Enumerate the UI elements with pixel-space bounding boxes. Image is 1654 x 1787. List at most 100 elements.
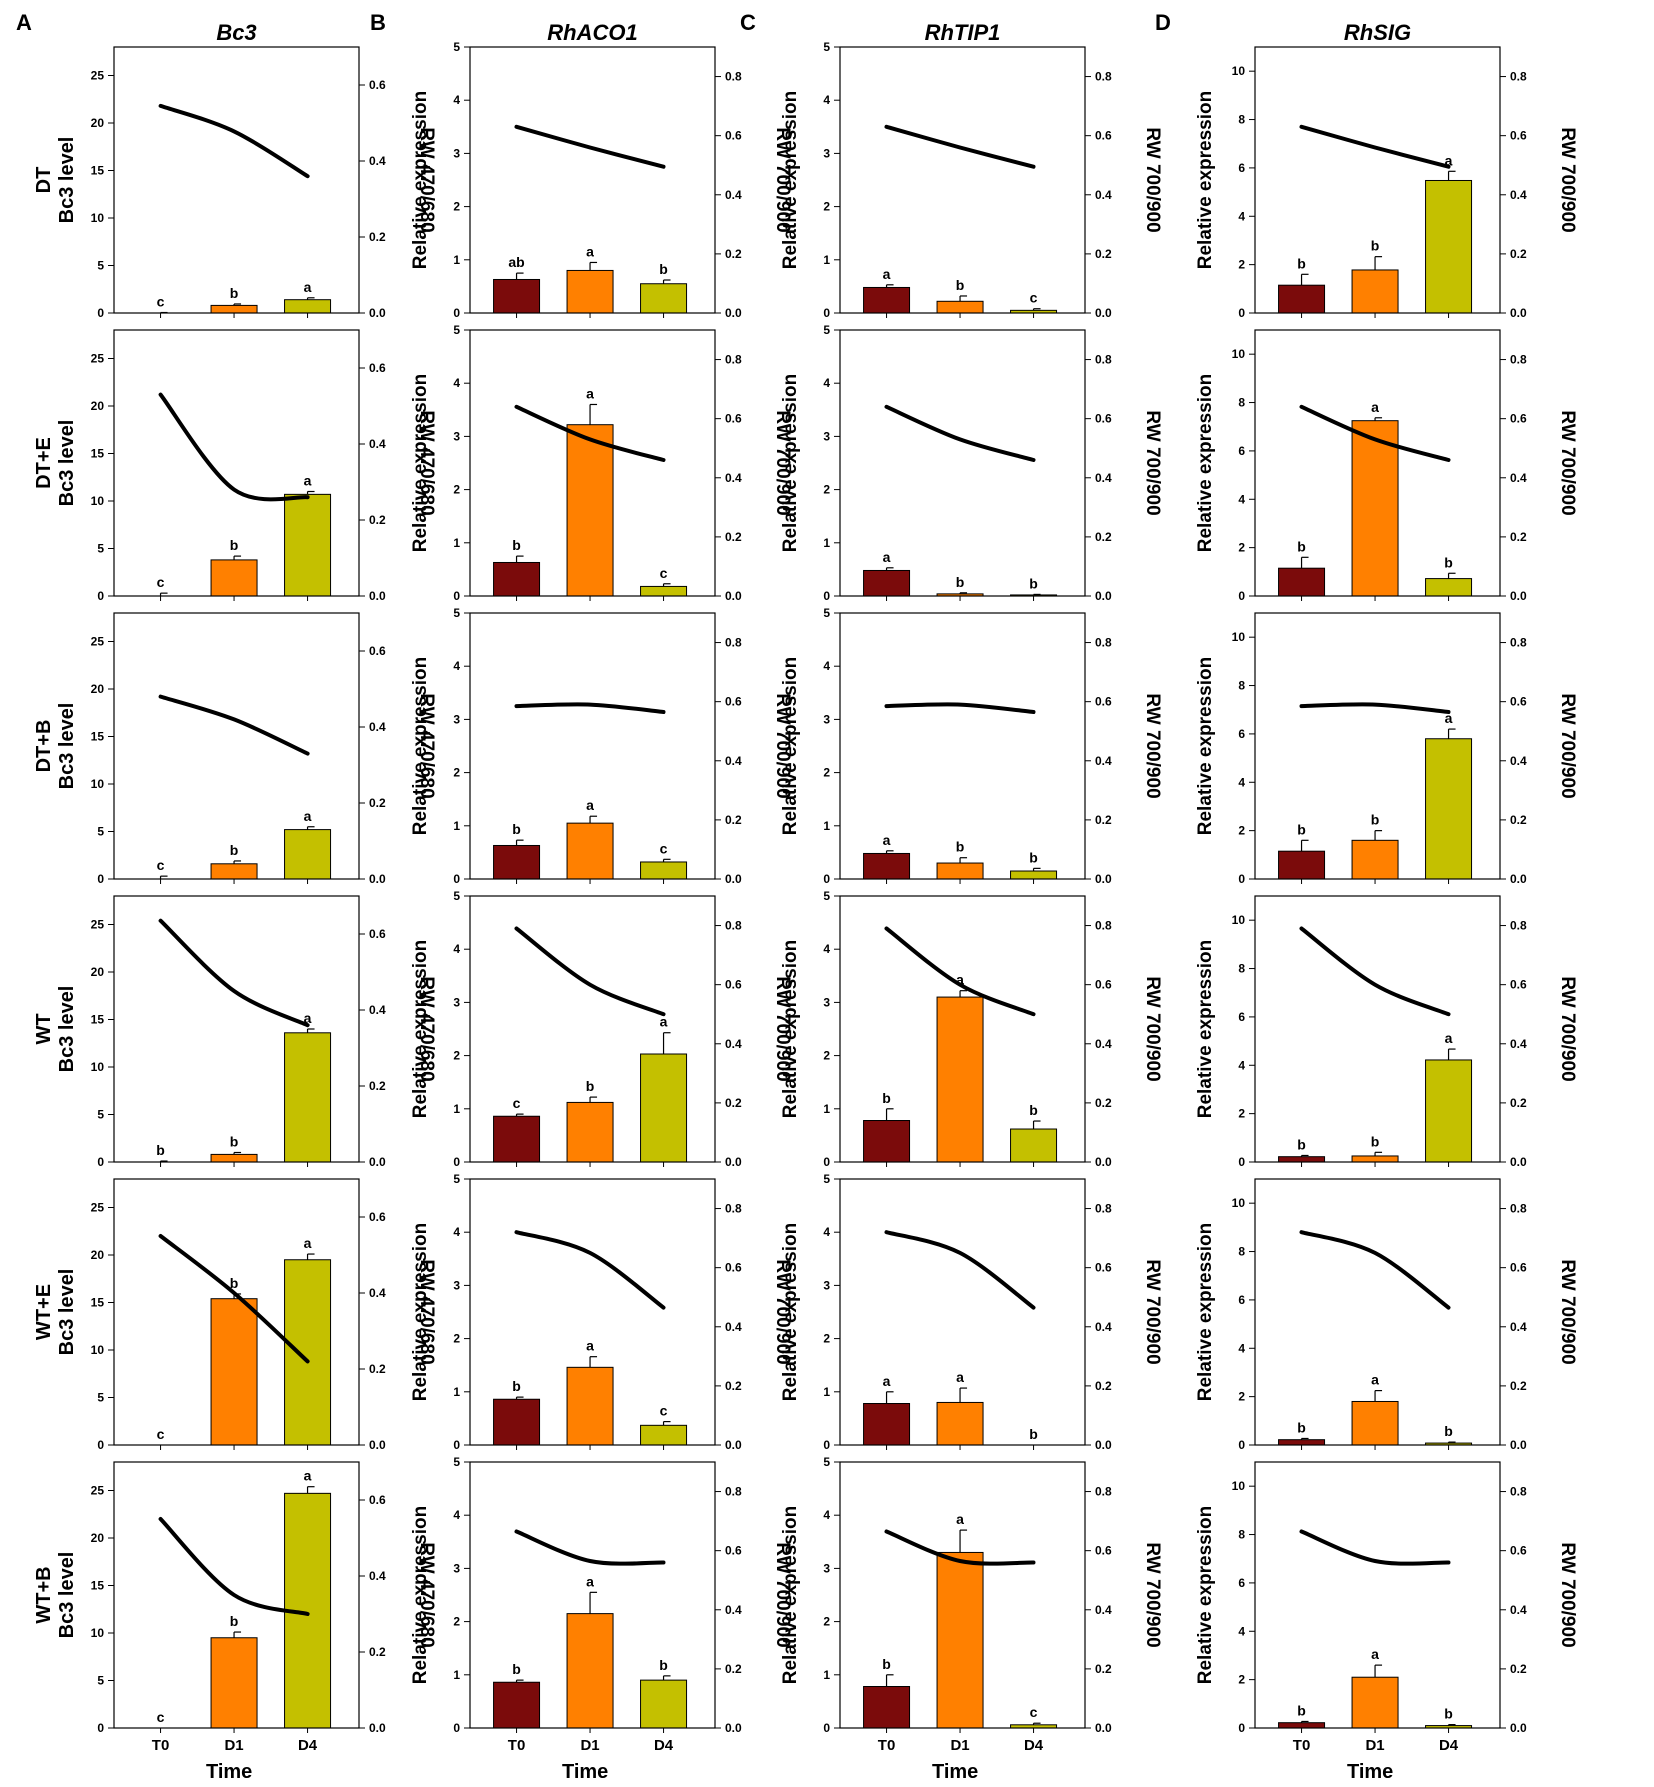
right-tick-label: 0.0 <box>369 1721 386 1735</box>
subplot-rhsig-wt-plus-b: b a b 0 2 4 6 8 10 0.0 0.2 0.4 0.6 0.8 Relative expres… <box>1195 1461 1578 1783</box>
plot-frame <box>839 895 1086 1163</box>
left-tick-label: 1 <box>823 1385 830 1399</box>
significance-letter: b <box>956 839 965 855</box>
significance-letter: c <box>157 294 165 310</box>
bar-d1 <box>210 1298 258 1446</box>
column-rhaco1: B RhACO1abab0123450.00.20.40.60.8Relative… <box>370 10 793 1783</box>
right-tick-label: 0.4 <box>725 1037 742 1051</box>
x-tick-label: D1 <box>1365 1737 1384 1754</box>
subplot-bc3-dt-plus-e: c b a 0 5 10 15 20 25 0.0 0.2 0.4 0.6 DT+EBc3 level RW… <box>33 329 437 603</box>
left-tick-label: 1 <box>453 253 460 267</box>
plot-frame <box>113 1178 360 1446</box>
plot-frame <box>113 612 360 880</box>
y-axis-label: Relative expression <box>1195 374 1216 552</box>
row-axis-label: DT+BBc3 level <box>33 703 78 790</box>
right-tick-label: 0.2 <box>1095 530 1112 544</box>
right-axis-label: RW 470/680 <box>416 1542 437 1647</box>
significance-letter: a <box>304 1468 312 1484</box>
left-tick-label: 0 <box>453 1721 460 1735</box>
plot-frame <box>113 46 360 314</box>
left-tick-label: 3 <box>823 712 830 726</box>
plot-frame <box>839 329 1086 597</box>
right-axis-label: RW 700/900 <box>1142 410 1163 515</box>
ratio-line <box>1299 926 1451 1017</box>
ratio-line <box>514 1529 666 1566</box>
bar-t0 <box>863 569 911 597</box>
significance-letter: b <box>956 277 965 293</box>
ratio-line <box>1299 404 1451 462</box>
significance-letter: c <box>157 1426 165 1442</box>
left-tick-label: 6 <box>1238 1010 1245 1024</box>
right-tick-label: 0.4 <box>725 754 742 768</box>
significance-letter: b <box>1029 1102 1038 1118</box>
significance-letter: a <box>304 1235 312 1251</box>
left-tick-label: 5 <box>453 606 460 620</box>
right-tick-label: 0.0 <box>1095 872 1112 886</box>
left-tick-label: 4 <box>1238 1624 1245 1638</box>
right-tick-label: 0.0 <box>1095 1438 1112 1452</box>
left-tick-label: 2 <box>1238 541 1245 555</box>
right-tick-label: 0.8 <box>1510 1485 1527 1499</box>
left-tick-label: 0 <box>1238 1438 1245 1452</box>
left-tick-label: 10 <box>91 494 105 508</box>
significance-letter: a <box>1371 1646 1379 1662</box>
left-tick-label: 5 <box>97 259 104 273</box>
subplot-bc3-wt-plus-b: c b a 0 5 10 15 20 25 0.0 0.2 0.4 0.6 WT+BBc3 level RW… <box>33 1461 437 1783</box>
row-axis-label: DTBc3 level <box>33 137 78 224</box>
right-tick-label: 0.0 <box>369 1438 386 1452</box>
left-tick-label: 0 <box>97 1155 104 1169</box>
significance-letter: b <box>882 1656 891 1672</box>
right-tick-label: 0.4 <box>369 1286 386 1300</box>
y-axis-label: Relative expression <box>410 1223 431 1401</box>
right-tick-label: 0.4 <box>1095 188 1112 202</box>
significance-letter: b <box>512 1378 521 1394</box>
bar-d1 <box>936 1401 984 1446</box>
ratio-line <box>158 103 310 179</box>
right-axis-label: RW 700/900 <box>1142 1542 1163 1647</box>
left-tick-label: 8 <box>1238 679 1245 693</box>
left-tick-label: 4 <box>1238 209 1245 223</box>
right-tick-label: 0.4 <box>1095 1037 1112 1051</box>
y-axis-label: Bc3 level <box>56 420 78 507</box>
left-tick-label: 0 <box>823 1438 830 1452</box>
significance-letter: c <box>1030 290 1038 306</box>
row-label: WT+B <box>33 1566 55 1623</box>
right-tick-label: 0.6 <box>369 361 386 375</box>
left-tick-label: 8 <box>1238 1245 1245 1259</box>
left-tick-label: 6 <box>1238 444 1245 458</box>
right-tick-label: 0.8 <box>1510 1202 1527 1216</box>
row-label: DT+B <box>33 720 55 773</box>
right-axis-label: RW 700/900 <box>1557 410 1578 515</box>
ratio-line <box>1299 1529 1451 1566</box>
left-tick-label: 15 <box>91 730 105 744</box>
right-tick-label: 0.6 <box>369 1210 386 1224</box>
left-tick-label: 20 <box>91 1248 105 1262</box>
left-tick-label: 10 <box>1232 347 1246 361</box>
right-tick-label: 0.4 <box>369 720 386 734</box>
left-tick-label: 5 <box>823 1455 830 1469</box>
left-tick-label: 1 <box>823 253 830 267</box>
significance-letter: a <box>883 266 891 282</box>
left-tick-label: 3 <box>823 146 830 160</box>
left-tick-label: 5 <box>823 889 830 903</box>
bar-t0 <box>1278 567 1326 597</box>
right-tick-label: 0.2 <box>369 1079 386 1093</box>
ratio-line <box>514 124 666 169</box>
right-tick-label: 0.2 <box>725 813 742 827</box>
ratio-line <box>884 404 1036 462</box>
significance-letter: a <box>586 1573 594 1589</box>
right-tick-label: 0.8 <box>1510 919 1527 933</box>
y-axis-label: Bc3 level <box>56 986 78 1073</box>
subplot-bc3-wt-plus-e: c b a 0 5 10 15 20 25 0.0 0.2 0.4 0.6 WT+EBc3 level RW… <box>33 1178 437 1452</box>
left-tick-label: 0 <box>453 1155 460 1169</box>
bar-d4 <box>640 283 688 314</box>
subplot-rhtip1-wt-plus-e: a a b 0 1 2 3 4 5 0.0 0.2 0.4 0.6 0.8 Relative express… <box>780 1172 1163 1452</box>
significance-letter: a <box>1371 399 1379 415</box>
significance-letter: b <box>1029 575 1038 591</box>
significance-letter: b <box>1371 812 1380 828</box>
column-title: RhACO1 <box>547 20 637 45</box>
bar-d1 <box>210 559 258 597</box>
left-tick-label: 3 <box>453 146 460 160</box>
plot-frame <box>113 329 360 597</box>
